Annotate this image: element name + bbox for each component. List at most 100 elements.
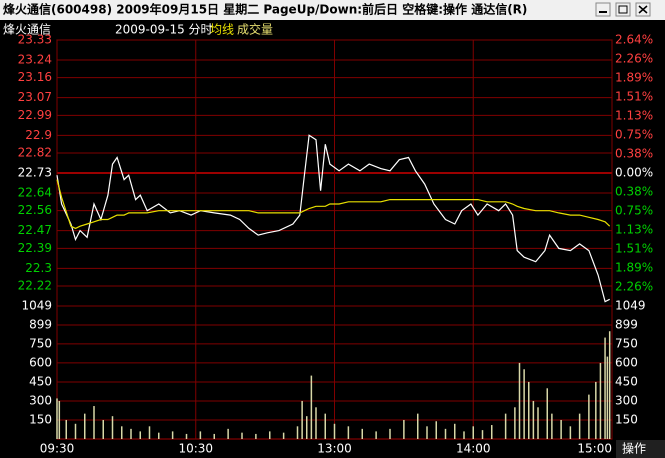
y2-tick-label: 0.38% — [615, 185, 653, 199]
minimize-button[interactable] — [595, 2, 611, 17]
volume-bar — [93, 406, 95, 439]
operate-button[interactable] — [616, 440, 665, 458]
y-tick-label: 150 — [29, 412, 52, 426]
y-tick-label: 22.73 — [18, 166, 52, 180]
volume-bar — [417, 413, 419, 439]
volume-bar — [310, 375, 313, 439]
volume-bar — [121, 426, 123, 439]
volume-title: 成交量 — [237, 22, 273, 37]
legend-entry: 均线 — [210, 23, 234, 37]
y2-tick-label: 1.89% — [615, 261, 653, 275]
y2-tick-label: 0.75% — [615, 128, 653, 142]
volume-bar — [255, 433, 257, 439]
close-icon — [638, 5, 648, 14]
volume-bar — [306, 416, 308, 439]
volume-bar — [333, 423, 336, 439]
volume-bar — [315, 407, 317, 439]
y-tick-label: 22.64 — [18, 185, 52, 199]
volume-bar — [454, 423, 456, 439]
operate-button-label[interactable]: 操作 — [622, 441, 646, 456]
window-title: 烽火通信(600498) 2009年09月15日 星期二 PageUp/Down… — [3, 2, 527, 17]
y-tick-label-right: 750 — [615, 336, 638, 350]
y-tick-label-right: 150 — [615, 412, 638, 426]
volume-bar — [296, 426, 299, 439]
x-tick-label: 14:00 — [456, 442, 491, 456]
y-tick-label-right: 450 — [615, 374, 638, 388]
y-tick-label: 22.99 — [18, 108, 52, 122]
volume-bar — [241, 432, 243, 439]
y-tick-label-right: 899 — [615, 318, 638, 332]
volume-bar — [435, 421, 437, 439]
volume-bar — [282, 432, 285, 439]
y2-tick-label: 1.13% — [615, 109, 653, 123]
volume-bar — [171, 431, 174, 439]
volume-bar — [74, 423, 77, 439]
y-tick-label: 22.9 — [25, 128, 52, 142]
volume-bar — [514, 407, 516, 439]
y-tick-label: 22.56 — [18, 203, 52, 217]
volume-bar — [560, 419, 562, 439]
volume-bar — [269, 431, 271, 439]
volume-bar — [528, 381, 530, 439]
y-tick-label: 450 — [29, 374, 52, 388]
volume-bar — [551, 413, 553, 439]
y-tick-label: 23.24 — [18, 52, 52, 66]
y-tick-label-right: 600 — [615, 355, 638, 369]
volume-bar — [375, 431, 377, 439]
volume-bar — [347, 426, 350, 439]
price-line — [56, 134, 610, 303]
y-tick-label: 22.39 — [18, 241, 52, 255]
window-buttons[interactable] — [595, 2, 651, 17]
volume-bar — [111, 416, 114, 439]
volume-bar — [599, 362, 602, 439]
y-tick-label: 23.07 — [18, 90, 52, 104]
volume-bar — [213, 433, 215, 439]
y2-tick-label: 1.13% — [615, 222, 653, 236]
volume-bar — [301, 400, 303, 439]
y-tick-label: 22.47 — [18, 223, 52, 237]
volume-bar — [606, 356, 609, 439]
x-tick-label: 09:30 — [40, 442, 75, 456]
y2-tick-label: 1.51% — [615, 89, 653, 103]
maximize-icon — [618, 5, 628, 14]
volume-bar — [608, 331, 611, 439]
volume-bar — [472, 426, 474, 439]
volume-bar — [523, 369, 525, 439]
volume-bar — [148, 426, 151, 439]
volume-bar — [84, 413, 86, 439]
y-tick-label: 750 — [29, 336, 52, 350]
volume-bar — [102, 419, 104, 439]
y-tick-label: 899 — [29, 318, 52, 332]
y-tick-label: 22.22 — [18, 279, 52, 293]
volume-bar — [518, 362, 521, 439]
volume-bar — [532, 400, 535, 439]
y-tick-label: 22.82 — [18, 146, 52, 160]
volume-bar — [604, 337, 606, 439]
x-tick-label: 13:00 — [317, 442, 352, 456]
volume-bar — [588, 394, 590, 439]
volume-bar — [56, 398, 58, 439]
y2-tick-label: 2.26% — [615, 52, 653, 66]
y-tick-label-right: 1049 — [615, 299, 646, 313]
volume-bar — [491, 425, 493, 439]
volume-bar — [130, 428, 132, 439]
volume-bar — [426, 426, 428, 439]
maximize-button[interactable] — [615, 2, 631, 17]
x-tick-label: 10:30 — [178, 442, 213, 456]
y2-tick-label: 2.64% — [615, 33, 653, 47]
volume-bar — [578, 413, 581, 439]
volume-bar — [389, 428, 391, 439]
chart-subtitle: 2009-09-15 分时 — [115, 23, 213, 37]
volume-bar — [185, 433, 188, 439]
y-tick-label: 23.33 — [18, 33, 52, 47]
volume-bar — [537, 407, 539, 439]
y2-tick-label: 2.26% — [615, 279, 653, 293]
volume-bar — [403, 419, 405, 439]
volume-bar — [481, 430, 484, 439]
volume-bar — [361, 428, 363, 439]
volume-bar — [58, 400, 61, 439]
volume-bar — [139, 431, 141, 439]
y-tick-label-right: 300 — [615, 393, 638, 407]
